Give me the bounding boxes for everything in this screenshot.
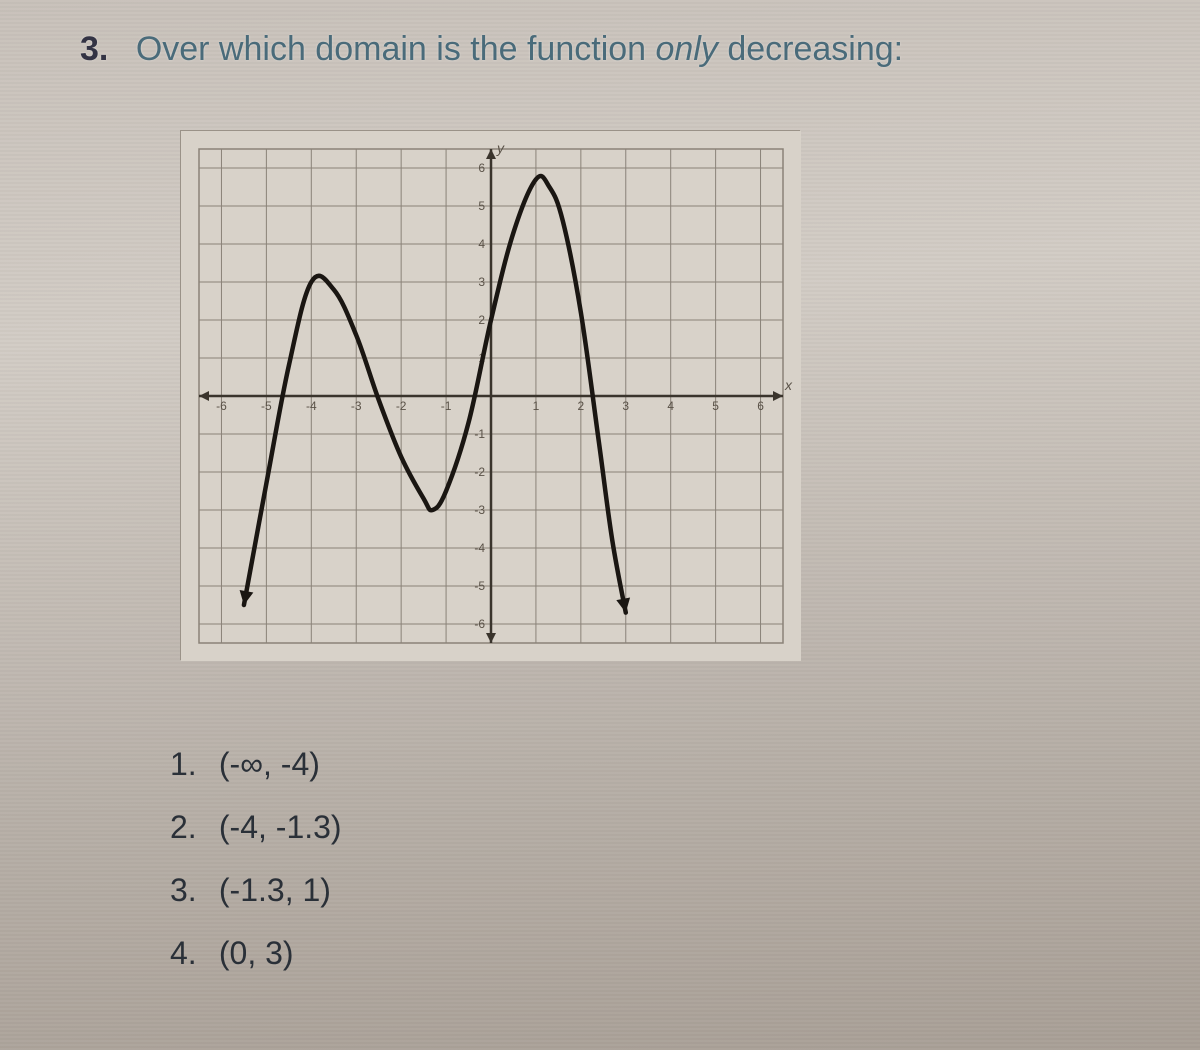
answer-option[interactable]: 4. (0, 3): [170, 935, 342, 972]
function-graph: xy-6-6-5-5-4-4-3-3-2-2-1-1112233445566: [180, 130, 800, 660]
question-emph: only: [656, 30, 718, 68]
svg-text:5: 5: [712, 399, 719, 413]
svg-text:-4: -4: [306, 399, 317, 413]
answer-text: (-4, -1.3): [219, 809, 342, 845]
question-text: 3. Over which domain is the function onl…: [80, 30, 903, 69]
answer-text: (0, 3): [219, 935, 294, 971]
svg-text:x: x: [784, 377, 793, 393]
svg-text:3: 3: [622, 399, 629, 413]
answer-number: 2.: [170, 809, 210, 846]
svg-text:-6: -6: [216, 399, 227, 413]
svg-text:2: 2: [578, 399, 585, 413]
answer-option[interactable]: 2. (-4, -1.3): [170, 809, 342, 846]
svg-text:6: 6: [478, 161, 485, 175]
svg-text:-5: -5: [261, 399, 272, 413]
svg-text:5: 5: [478, 199, 485, 213]
svg-text:-2: -2: [396, 399, 407, 413]
svg-text:6: 6: [757, 399, 764, 413]
svg-text:4: 4: [667, 399, 674, 413]
answer-text: (-1.3, 1): [219, 872, 331, 908]
svg-text:-1: -1: [474, 427, 485, 441]
answer-text: (-∞, -4): [219, 746, 320, 782]
chart-svg: xy-6-6-5-5-4-4-3-3-2-2-1-1112233445566: [181, 131, 801, 661]
svg-text:-6: -6: [474, 617, 485, 631]
answer-option[interactable]: 1. (-∞, -4): [170, 746, 342, 783]
svg-text:-2: -2: [474, 465, 485, 479]
svg-text:2: 2: [478, 313, 485, 327]
svg-text:1: 1: [533, 399, 540, 413]
answer-number: 1.: [170, 746, 210, 783]
svg-text:-3: -3: [351, 399, 362, 413]
svg-text:-4: -4: [474, 541, 485, 555]
svg-text:4: 4: [478, 237, 485, 251]
answer-number: 3.: [170, 872, 210, 909]
svg-text:-1: -1: [441, 399, 452, 413]
svg-text:-5: -5: [474, 579, 485, 593]
svg-text:3: 3: [478, 275, 485, 289]
question-number: 3.: [80, 30, 108, 68]
answer-option[interactable]: 3. (-1.3, 1): [170, 872, 342, 909]
svg-text:-3: -3: [474, 503, 485, 517]
question-prefix: Over which domain is the function: [136, 30, 656, 68]
answer-number: 4.: [170, 935, 210, 972]
question-suffix: decreasing:: [718, 30, 903, 68]
answer-list: 1. (-∞, -4) 2. (-4, -1.3) 3. (-1.3, 1) 4…: [170, 720, 342, 998]
svg-text:y: y: [496, 140, 505, 156]
